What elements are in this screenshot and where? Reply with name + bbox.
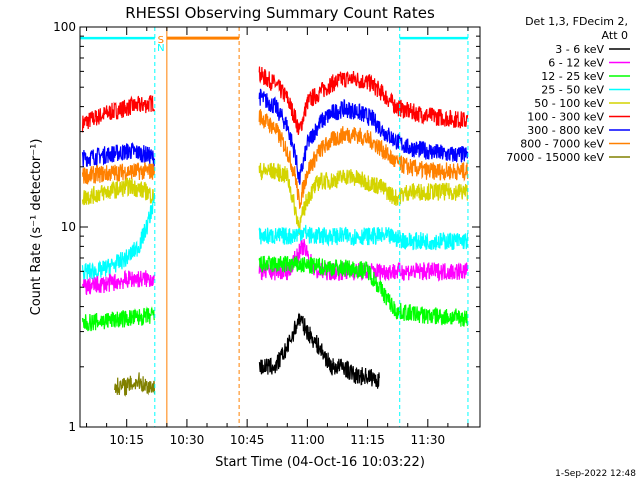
series-line [258,312,380,389]
series-line [114,372,156,397]
y-tick-label: 10 [61,220,76,234]
series-line [81,162,156,185]
series-7000-15000kev [114,372,156,397]
series-line [258,255,469,327]
series-line [258,238,469,282]
series-line [258,224,469,251]
series-800-7000kev [81,109,469,210]
x-axis: 10:15 10:30 10:45 11:00 11:15 11:30 [86,27,469,447]
series-25-50kev [81,193,469,281]
series-line [81,95,156,133]
plot-data-layer [81,66,469,397]
series-100-300kev [81,66,469,135]
night-flag-label: N [157,43,164,54]
series-line [258,88,469,185]
legend-entry-label: 25 - 50 keV [541,84,604,97]
series-line [81,141,156,168]
y-axis: 1 10 100 [53,20,480,434]
series-line [258,66,469,135]
series-6-12kev [81,238,469,295]
legend-entry-label: 50 - 100 keV [534,97,604,110]
legend-header: Det 1,3, FDecim 2, [525,15,628,28]
series-line [81,193,156,281]
y-tick-label: 1 [68,420,76,434]
series-12-25kev [81,255,469,332]
x-tick-label: 11:00 [290,433,325,447]
x-axis-label: Start Time (04-Oct-16 10:03:22) [215,455,425,470]
legend-entry-label: 6 - 12 keV [548,57,604,70]
chart-title: RHESSI Observing Summary Count Rates [125,4,435,22]
x-tick-label: 10:30 [170,433,205,447]
series-line [81,177,155,206]
series-50-100kev [81,162,469,236]
saa-flag-label: S [158,35,164,46]
series-300-800kev [81,88,469,185]
legend-entry-label: 300 - 800 keV [527,124,604,137]
legend-entry-label: 100 - 300 keV [527,111,604,124]
series-line [258,109,469,210]
series-3-6kev [258,312,380,389]
series-line [81,269,156,295]
legend-entry-label: 7000 - 15000 keV [506,151,604,164]
x-tick-label: 10:15 [109,433,144,447]
legend-entry-label: 12 - 25 keV [541,70,604,83]
y-tick-label: 100 [53,20,76,34]
y-axis-label: Count Rate (s⁻¹ detector⁻¹) [29,139,44,316]
footer-timestamp: 1-Sep-2022 12:48 [555,469,636,479]
legend-header: Att 0 [602,29,628,42]
legend-entry-label: 3 - 6 keV [555,43,604,56]
series-line [258,162,469,236]
x-tick-label: 11:15 [350,433,385,447]
series-line [81,306,156,332]
x-tick-label: 11:30 [411,433,446,447]
x-tick-label: 10:45 [230,433,265,447]
legend-entry-label: 800 - 7000 keV [520,138,604,151]
